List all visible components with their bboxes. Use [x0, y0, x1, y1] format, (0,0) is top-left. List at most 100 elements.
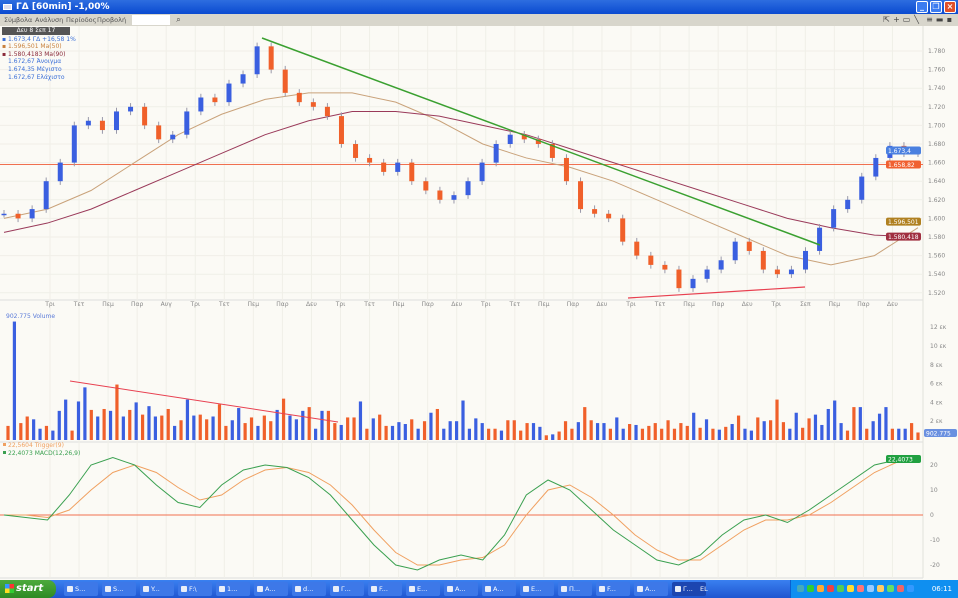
candle-body — [718, 260, 724, 270]
menu-view[interactable]: Προβολή — [97, 16, 127, 24]
volume-bar — [160, 415, 164, 440]
tray-icon[interactable] — [797, 585, 804, 592]
symbol-search-input[interactable] — [132, 15, 170, 25]
legend-text: 1.580,4183 Ma(90) — [7, 50, 66, 58]
candle-body — [578, 181, 584, 210]
chart-canvas[interactable]: Τρι Τετ Πεμ Παρ Αυγ Τρι Τετ Πεμ Παρ Δευ Τρι Τετ Πεμ Π… — [0, 0, 958, 580]
candle-body — [113, 111, 119, 131]
volume-bar — [153, 416, 157, 440]
search-icon[interactable]: ⌕ — [176, 15, 181, 24]
price-tag-label: 1.580,418 — [888, 234, 919, 241]
taskbar-button[interactable]: d... — [292, 582, 326, 596]
cursor-date: Δευ 8 Σεπ 17 — [2, 27, 70, 35]
tray-icon[interactable] — [907, 585, 914, 592]
volume-bar — [249, 417, 254, 440]
ma50-line — [3, 92, 919, 266]
crosshair-icon[interactable]: + — [893, 15, 900, 24]
volume-bar — [570, 428, 574, 440]
menu-period[interactable]: Περίοδος — [66, 16, 97, 24]
close-button[interactable]: × — [944, 1, 956, 13]
taskbar-button[interactable]: A... — [482, 582, 516, 596]
list-icon[interactable]: ≡ — [926, 15, 933, 24]
legend-line: ▪ 1.673,4 ΓΔ +16,58 1% — [2, 35, 76, 43]
taskbar-button[interactable]: A... — [634, 582, 668, 596]
tray-icon[interactable] — [897, 585, 904, 592]
volume-bar — [660, 428, 664, 440]
volume-bar — [192, 415, 196, 440]
window-title: ΓΔ [60min] -1,00% — [16, 2, 110, 12]
volume-bar — [621, 428, 625, 440]
taskbar-button[interactable]: A... — [444, 582, 478, 596]
taskbar-button[interactable]: S... — [64, 582, 98, 596]
taskbar-button[interactable]: A... — [254, 582, 288, 596]
menu-bar: Σύμβολα Ανάλυση Περίοδος Προβολή ⌕ ⇱ + ▭… — [0, 14, 958, 26]
legend-text: 1.672,67 Άνοιγμα — [8, 58, 62, 66]
volume-tag — [924, 429, 957, 437]
volume-bar — [70, 430, 74, 440]
x-tick-label: Δευ — [451, 301, 462, 308]
candle-body — [831, 209, 837, 228]
taskbar-button[interactable]: S... — [102, 582, 136, 596]
legend-line: 1.674,35 Μέγιστο — [2, 66, 76, 74]
save-icon[interactable]: ▪ — [946, 15, 953, 24]
candle-body — [592, 209, 598, 214]
tray-icon[interactable] — [827, 585, 834, 592]
volume-bar — [44, 425, 49, 440]
volume-bar — [666, 420, 670, 440]
macd-tick-label: 0 — [930, 512, 934, 519]
volume-bar — [384, 425, 388, 440]
tray-icon[interactable] — [847, 585, 854, 592]
taskbar-button[interactable]: Γ... — [330, 582, 364, 596]
price-tag-label: 1.596,501 — [888, 219, 919, 226]
volume-bar — [179, 420, 183, 440]
taskbar-label: d... — [303, 585, 314, 593]
tray-icon[interactable] — [817, 585, 824, 592]
zoom-icon[interactable]: ▭ — [902, 15, 911, 24]
volume-bar — [281, 398, 286, 440]
candle-body — [676, 269, 682, 289]
taskbar-button[interactable]: F... — [368, 582, 402, 596]
macd-tag — [886, 455, 921, 463]
tray-icon[interactable] — [857, 585, 864, 592]
taskbar-button[interactable]: Π... — [558, 582, 592, 596]
taskbar-button[interactable]: E... — [520, 582, 554, 596]
tray-icon[interactable] — [867, 585, 874, 592]
volume-bar — [416, 428, 420, 440]
tray-icon[interactable] — [837, 585, 844, 592]
pointer-icon[interactable]: ⇱ — [883, 15, 890, 24]
minimize-button[interactable]: _ — [916, 1, 928, 13]
candle-body — [521, 134, 527, 140]
taskbar-button[interactable]: F... — [596, 582, 630, 596]
draw-line-icon[interactable]: ╲ — [914, 15, 919, 24]
taskbar-button[interactable]: F:\ — [178, 582, 212, 596]
trendline-resistance — [261, 37, 821, 246]
taskbar-button[interactable]: 1... — [216, 582, 250, 596]
taskbar-button[interactable]: E... — [406, 582, 440, 596]
x-tick-label: Τρι — [335, 301, 346, 308]
volume-bar — [807, 418, 811, 440]
taskbar-label: A... — [493, 585, 504, 593]
taskbar-button[interactable]: Y... — [140, 582, 174, 596]
tray-icon[interactable] — [807, 585, 814, 592]
tray-icon[interactable] — [877, 585, 884, 592]
volume-bar — [198, 414, 202, 440]
tray-icon[interactable] — [887, 585, 894, 592]
volume-bar — [57, 410, 61, 440]
menu-symbols[interactable]: Σύμβολα — [4, 16, 33, 24]
legend-text: 1.672,67 Ελάχιστο — [8, 73, 65, 81]
volume-bar — [89, 409, 93, 440]
volume-bar — [480, 423, 484, 440]
volume-bar — [608, 428, 612, 440]
taskbar-button[interactable]: Γ... — [672, 582, 706, 596]
volume-title: 902.775 Volume — [6, 313, 55, 320]
language-indicator[interactable]: EL — [700, 585, 708, 593]
price-tag — [886, 160, 921, 169]
menu-analysis[interactable]: Ανάλυση — [35, 16, 64, 24]
layout-icon[interactable]: ▬ — [935, 15, 944, 24]
volume-bar — [314, 428, 318, 440]
legend-text: 1.673,4 ΓΔ +16,58 1% — [7, 35, 76, 43]
start-button[interactable]: start — [0, 580, 56, 598]
volume-bar — [12, 321, 17, 440]
volume-bar — [711, 428, 715, 440]
restore-button[interactable]: ❐ — [930, 1, 942, 13]
